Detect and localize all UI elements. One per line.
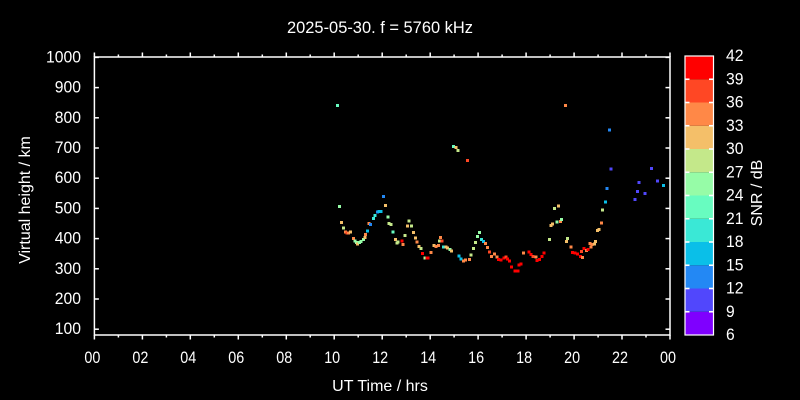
svg-text:1000: 1000 xyxy=(46,47,81,66)
svg-text:18: 18 xyxy=(726,232,744,251)
svg-text:02: 02 xyxy=(132,348,148,367)
svg-text:12: 12 xyxy=(726,279,744,298)
svg-text:18: 18 xyxy=(516,348,532,367)
svg-text:300: 300 xyxy=(55,259,81,278)
svg-text:16: 16 xyxy=(468,348,484,367)
svg-text:400: 400 xyxy=(55,229,81,248)
svg-text:27: 27 xyxy=(726,162,744,181)
svg-text:08: 08 xyxy=(276,348,292,367)
svg-text:2025-05-30. f = 5760 kHz: 2025-05-30. f = 5760 kHz xyxy=(287,18,473,37)
svg-text:700: 700 xyxy=(55,138,81,157)
svg-text:33: 33 xyxy=(726,116,744,135)
svg-text:22: 22 xyxy=(612,348,628,367)
svg-text:39: 39 xyxy=(726,70,744,89)
svg-text:500: 500 xyxy=(55,198,81,217)
svg-text:20: 20 xyxy=(564,348,580,367)
svg-text:06: 06 xyxy=(228,348,244,367)
svg-text:UT Time / hrs: UT Time / hrs xyxy=(332,378,428,395)
svg-text:800: 800 xyxy=(55,108,81,127)
svg-text:15: 15 xyxy=(726,255,744,274)
svg-text:10: 10 xyxy=(324,348,340,367)
svg-text:9: 9 xyxy=(726,302,735,321)
svg-text:42: 42 xyxy=(726,46,744,65)
svg-text:6: 6 xyxy=(726,325,735,344)
svg-text:Virtual height / km: Virtual height / km xyxy=(17,136,34,264)
svg-text:14: 14 xyxy=(420,348,436,367)
svg-text:36: 36 xyxy=(726,93,744,112)
svg-text:21: 21 xyxy=(726,209,744,228)
svg-text:12: 12 xyxy=(372,348,388,367)
svg-text:600: 600 xyxy=(55,168,81,187)
svg-text:24: 24 xyxy=(726,186,744,205)
svg-text:900: 900 xyxy=(55,78,81,97)
svg-text:200: 200 xyxy=(55,289,81,308)
svg-text:100: 100 xyxy=(55,319,81,338)
svg-text:00: 00 xyxy=(84,348,100,367)
svg-text:30: 30 xyxy=(726,139,744,158)
svg-text:00: 00 xyxy=(660,348,676,367)
svg-text:SNR / dB: SNR / dB xyxy=(749,160,766,227)
svg-text:04: 04 xyxy=(180,348,196,367)
